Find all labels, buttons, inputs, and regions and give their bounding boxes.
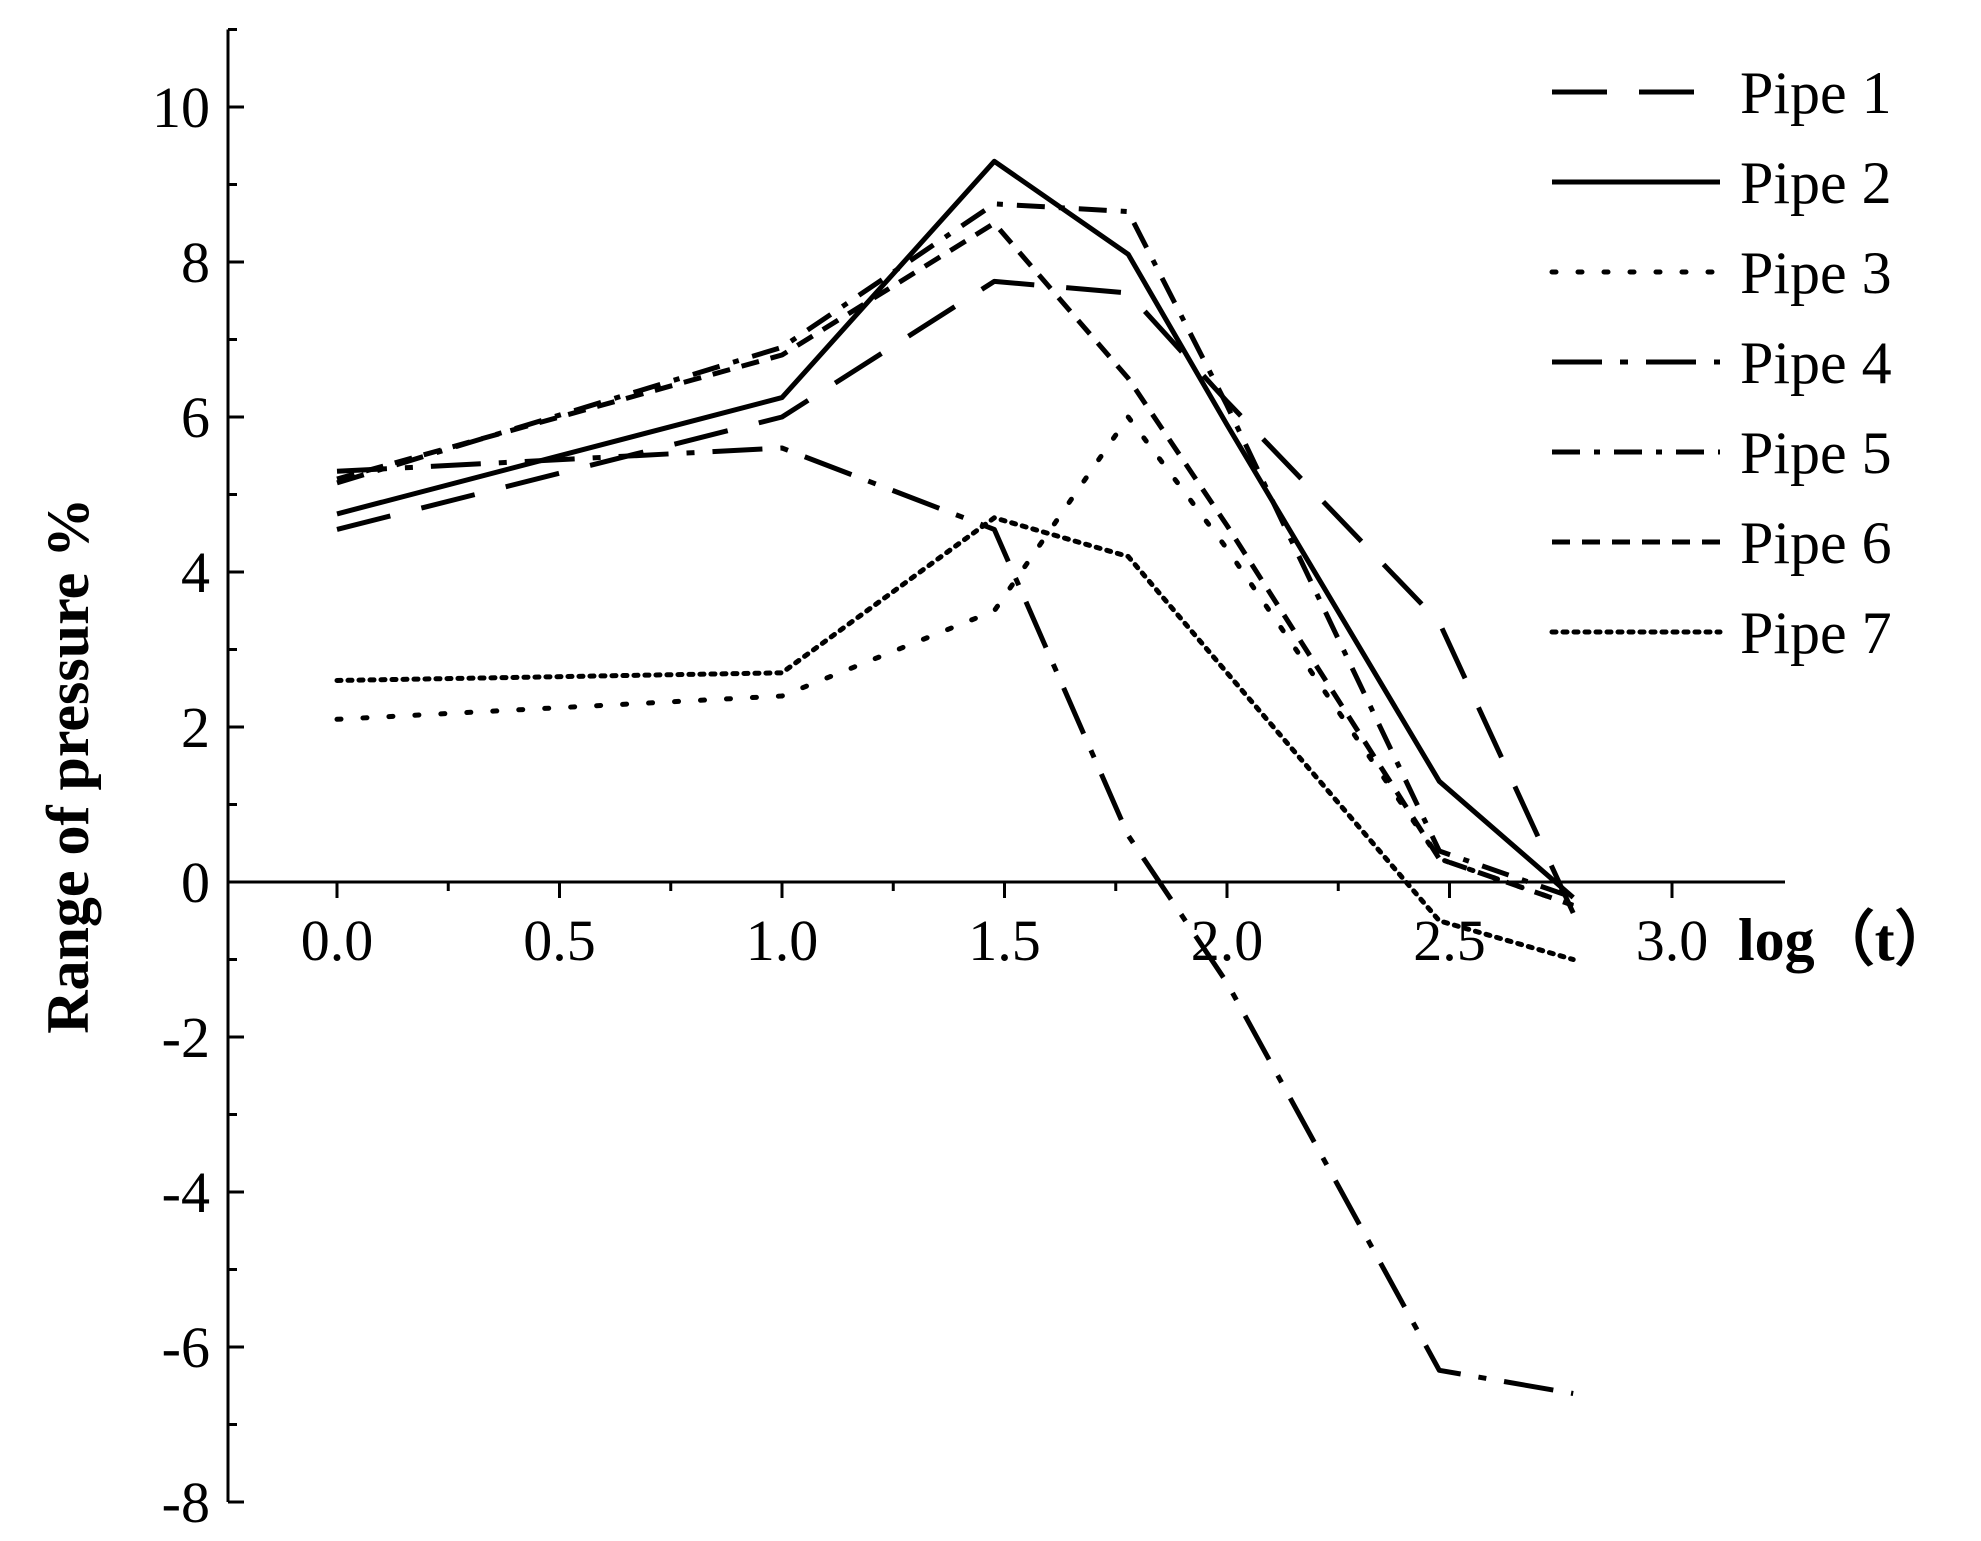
y-tick-label: 4	[181, 540, 210, 605]
y-tick-label: -4	[162, 1160, 210, 1225]
series-line-pipe-1	[336, 278, 1576, 915]
legend-label: Pipe 7	[1740, 600, 1892, 666]
y-tick-label: 6	[181, 385, 210, 450]
y-tick-label: -2	[162, 1005, 210, 1070]
series-line-pipe-5	[336, 201, 1575, 900]
x-tick-label: 1.0	[746, 908, 819, 973]
legend: Pipe 1 Pipe 2 Pipe 3 Pipe 4 Pipe 5 Pipe 6 Pipe…	[1549, 60, 1892, 666]
x-axis-title: log（t）	[1738, 906, 1955, 973]
x-tick-label: 1.5	[968, 908, 1041, 973]
x-tick-label: 0.5	[523, 908, 596, 973]
series-line-pipe-2	[336, 158, 1575, 900]
x-tick-label: 2.5	[1413, 908, 1486, 973]
x-tick-label: 3.0	[1636, 908, 1709, 973]
x-tick-label: 2.0	[1191, 908, 1264, 973]
x-tick-label: 0.0	[301, 908, 374, 973]
legend-label: Pipe 1	[1740, 60, 1892, 126]
legend-label: Pipe 6	[1740, 510, 1892, 576]
series-layer	[334, 158, 1576, 1396]
y-tick-label: -6	[162, 1315, 210, 1380]
legend-label: Pipe 4	[1740, 330, 1892, 396]
y-axis: 10 8 6 4 2 0 -2 -4 -6 -8	[152, 28, 244, 1535]
legend-label: Pipe 5	[1740, 420, 1892, 486]
legend-label: Pipe 2	[1740, 150, 1892, 216]
series-line-pipe-7	[334, 515, 1576, 962]
series-line-pipe-6	[336, 220, 1575, 908]
y-tick-label: -8	[162, 1470, 210, 1535]
y-axis-title: Range of pressure %	[35, 498, 101, 1034]
legend-label: Pipe 3	[1740, 240, 1892, 306]
y-tick-label: 0	[181, 850, 210, 915]
series-line-pipe-3	[334, 414, 1576, 908]
y-tick-label: 10	[152, 75, 210, 140]
y-tick-label: 8	[181, 230, 210, 295]
y-tick-label: 2	[181, 695, 210, 760]
series-line-pipe-4	[336, 445, 1574, 1396]
